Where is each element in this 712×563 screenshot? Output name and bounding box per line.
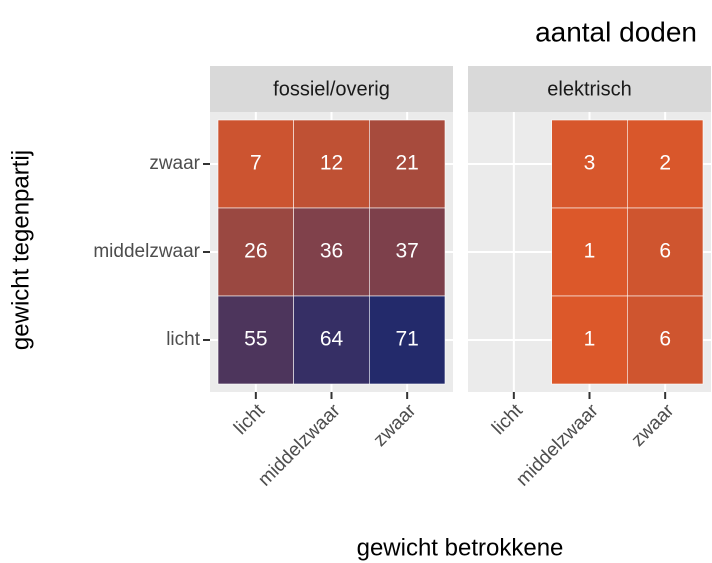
y-tick-label: zwaar bbox=[149, 153, 200, 174]
y-axis-label: gewicht tegenpartij bbox=[7, 150, 34, 350]
x-axis-label: gewicht betrokkene bbox=[357, 534, 564, 561]
tile-label: 37 bbox=[395, 240, 418, 263]
tile bbox=[369, 207, 446, 297]
tile bbox=[551, 119, 628, 209]
tile bbox=[217, 295, 294, 385]
x-tick-label: middelzwaar bbox=[254, 400, 345, 491]
tile-label: 26 bbox=[244, 240, 267, 263]
tile-label: 6 bbox=[659, 240, 671, 263]
tile-label: 2 bbox=[659, 152, 671, 175]
tile bbox=[551, 295, 628, 385]
tile-label: 21 bbox=[395, 152, 418, 175]
strip bbox=[468, 66, 711, 112]
chart-title: aantal doden bbox=[535, 16, 697, 47]
strip-label: fossiel/overig bbox=[273, 78, 390, 100]
tile-label: 12 bbox=[320, 152, 343, 175]
tile-label: 1 bbox=[584, 240, 596, 263]
tile-label: 1 bbox=[584, 328, 596, 351]
tile-label: 55 bbox=[244, 328, 267, 351]
tile-label: 6 bbox=[659, 328, 671, 351]
tile bbox=[627, 295, 704, 385]
tile-label: 64 bbox=[320, 328, 344, 351]
x-tick-label: zwaar bbox=[628, 400, 679, 451]
tile bbox=[627, 119, 704, 209]
strip bbox=[210, 66, 453, 112]
tile bbox=[217, 207, 294, 297]
tile bbox=[293, 207, 370, 297]
tile-label: 36 bbox=[320, 240, 343, 263]
x-tick-label: licht bbox=[488, 400, 527, 439]
tile bbox=[217, 119, 294, 209]
y-tick-label: middelzwaar bbox=[93, 241, 200, 262]
tile-label: 7 bbox=[250, 152, 262, 175]
tile bbox=[293, 295, 370, 385]
tile-label: 3 bbox=[584, 152, 596, 175]
strip-label: elektrisch bbox=[547, 78, 631, 100]
tile bbox=[627, 207, 704, 297]
tile-label: 71 bbox=[395, 328, 418, 351]
tile bbox=[551, 207, 628, 297]
tile bbox=[369, 295, 446, 385]
y-tick-label: licht bbox=[166, 329, 201, 350]
x-tick-label: middelzwaar bbox=[512, 400, 603, 491]
tile bbox=[369, 119, 446, 209]
x-tick-label: licht bbox=[230, 400, 269, 439]
x-tick-label: zwaar bbox=[370, 400, 421, 451]
